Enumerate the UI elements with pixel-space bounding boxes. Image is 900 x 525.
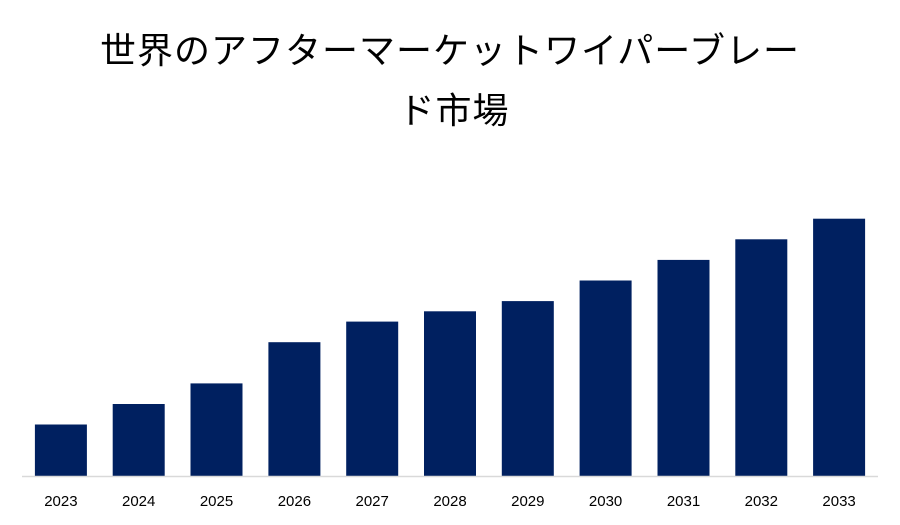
x-tick-label-2028: 2028: [433, 493, 466, 510]
x-tick-label-2024: 2024: [122, 493, 155, 510]
x-tick-label-2026: 2026: [278, 493, 311, 510]
x-tick-label-2025: 2025: [200, 493, 233, 510]
x-tick-label-2033: 2033: [822, 493, 855, 510]
chart-title-line-1: 世界のアフターマーケットワイパーブレー: [99, 31, 801, 72]
bar-2033: [813, 218, 866, 476]
bar-2031: [657, 259, 710, 476]
x-tick-label-2032: 2032: [745, 493, 778, 510]
chart-title: 世界のアフターマーケットワイパーブレー ド市場: [0, 22, 900, 142]
bar-2030: [579, 280, 632, 476]
bar-2032: [735, 239, 788, 476]
x-tick-label-2023: 2023: [44, 493, 77, 510]
x-tick-label-2030: 2030: [589, 493, 622, 510]
bar-2028: [424, 311, 476, 476]
bars-group: [34, 218, 866, 476]
bar-2025: [190, 383, 243, 476]
x-tick-labels: 2023 2024 2025 2026 2027 2028 2029 2030 2031 2032…: [44, 493, 856, 510]
bar-2026: [268, 342, 321, 476]
bar-2023: [34, 424, 87, 476]
bar-2024: [112, 404, 165, 476]
bar-2029: [501, 301, 554, 476]
chart-title-line-2: ド市場: [398, 91, 510, 132]
x-tick-label-2031: 2031: [667, 493, 700, 510]
bar-2027: [346, 321, 399, 476]
x-tick-label-2029: 2029: [511, 493, 544, 510]
x-tick-label-2027: 2027: [356, 493, 389, 510]
